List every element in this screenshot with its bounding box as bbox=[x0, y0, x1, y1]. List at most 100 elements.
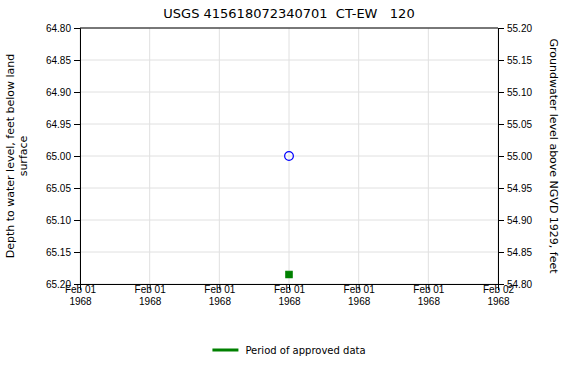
y2-tick-label: 54.95 bbox=[507, 183, 532, 194]
tick-mark bbox=[74, 284, 80, 285]
chart: Feb 011968Feb 011968Feb 011968Feb 011968… bbox=[0, 0, 576, 384]
y2-tick: 55.10 bbox=[498, 87, 532, 98]
y2-tick-label: 55.10 bbox=[507, 87, 532, 98]
y2-tick-label: 54.90 bbox=[507, 215, 532, 226]
tick-mark bbox=[74, 252, 80, 253]
tick-mark bbox=[74, 92, 80, 93]
y2-tick-label: 54.80 bbox=[507, 279, 532, 290]
tick-mark bbox=[498, 28, 504, 29]
legend: Period of approved data bbox=[212, 345, 365, 356]
y2-tick: 54.90 bbox=[498, 215, 532, 226]
tick-mark bbox=[498, 124, 504, 125]
y2-tick-label: 54.85 bbox=[507, 247, 532, 258]
legend-swatch bbox=[212, 349, 238, 352]
y-tick-label: 65.05 bbox=[46, 183, 71, 194]
tick-mark bbox=[74, 28, 80, 29]
y-tick-label: 64.90 bbox=[46, 87, 71, 98]
y2-tick-label: 55.00 bbox=[507, 151, 532, 162]
x-tick-label: Feb 011968 bbox=[413, 284, 445, 307]
tick-mark bbox=[498, 188, 504, 189]
tick-mark bbox=[498, 92, 504, 93]
x-tick: Feb 011968 bbox=[413, 284, 445, 307]
y2-tick: 55.15 bbox=[498, 55, 532, 66]
label-line: surface bbox=[17, 135, 30, 176]
y2-tick-label: 55.20 bbox=[507, 23, 532, 34]
y2-tick-label: 55.15 bbox=[507, 55, 532, 66]
tick-label-line: 1968 bbox=[139, 296, 162, 307]
y-tick-label: 64.80 bbox=[46, 23, 71, 34]
y2-tick: 54.85 bbox=[498, 247, 532, 258]
axis-line bbox=[499, 29, 505, 285]
y-tick: 65.20 bbox=[46, 279, 80, 290]
tick-label-line: Feb 01 bbox=[204, 284, 236, 295]
tick-mark bbox=[74, 124, 80, 125]
y-tick-label: 65.10 bbox=[46, 215, 71, 226]
grid-line bbox=[358, 28, 359, 284]
tick-label-line: 1968 bbox=[278, 296, 301, 307]
y-tick-label: 64.95 bbox=[46, 119, 71, 130]
tick-mark bbox=[498, 220, 504, 221]
x-tick-label: Feb 011968 bbox=[344, 284, 376, 307]
grid bbox=[80, 28, 498, 284]
x-tick: Feb 011968 bbox=[274, 284, 306, 307]
grid-line bbox=[289, 28, 290, 284]
point bbox=[285, 152, 294, 161]
label-line: Depth to water level, feet below land bbox=[4, 54, 17, 259]
x-tick-label: Feb 011968 bbox=[204, 284, 236, 307]
x-tick: Feb 011968 bbox=[135, 284, 167, 307]
legend-label: Period of approved data bbox=[245, 345, 365, 356]
tick-mark bbox=[498, 252, 504, 253]
legend-item: Period of approved data bbox=[212, 345, 365, 356]
tick-mark bbox=[74, 156, 80, 157]
grid-line bbox=[219, 28, 220, 284]
y-tick: 65.00 bbox=[46, 151, 80, 162]
tick-label-line: Feb 01 bbox=[135, 284, 167, 295]
tick-mark bbox=[74, 220, 80, 221]
tick-label-line: 1968 bbox=[418, 296, 441, 307]
tick-mark bbox=[498, 156, 504, 157]
tick-mark bbox=[74, 60, 80, 61]
grid-line bbox=[149, 28, 150, 284]
marks bbox=[285, 152, 294, 278]
tick-label-line: Feb 01 bbox=[413, 284, 445, 295]
y-tick-label: 65.00 bbox=[46, 151, 71, 162]
x-tick: Feb 011968 bbox=[344, 284, 376, 307]
y2-tick: 55.05 bbox=[498, 119, 532, 130]
y-tick: 65.05 bbox=[46, 183, 80, 194]
y-axis: 64.80 64.85 64.90 64.95 65.00 65.05 65.10 65.15… bbox=[46, 23, 81, 290]
y-tick-label: 65.15 bbox=[46, 247, 71, 258]
series bbox=[285, 152, 294, 161]
tick-mark bbox=[498, 60, 504, 61]
y2-tick: 55.00 bbox=[498, 151, 532, 162]
tick-label-line: Feb 01 bbox=[344, 284, 376, 295]
y2-tick-label: 55.05 bbox=[507, 119, 532, 130]
y2-axis: 55.20 55.15 55.10 55.05 55.00 54.95 54.90 54.85… bbox=[498, 23, 532, 290]
tick-label-line: Feb 01 bbox=[274, 284, 306, 295]
grid-line bbox=[80, 28, 498, 29]
y-tick: 65.15 bbox=[46, 247, 80, 258]
x-tick-label: Feb 011968 bbox=[135, 284, 167, 307]
tick-label-line: 1968 bbox=[487, 296, 510, 307]
y-tick: 64.85 bbox=[46, 55, 80, 66]
y-tick: 65.10 bbox=[46, 215, 80, 226]
tick-mark bbox=[498, 284, 504, 285]
tick-mark bbox=[74, 188, 80, 189]
grid-line bbox=[428, 28, 429, 284]
y2-axis-label: Groundwater level above NGVD 1929, feet bbox=[547, 38, 560, 274]
y2-tick: 54.95 bbox=[498, 183, 532, 194]
x-tick: Feb 011968 bbox=[204, 284, 236, 307]
frame bbox=[80, 28, 498, 29]
tick-label-line: 1968 bbox=[348, 296, 371, 307]
axis-line bbox=[74, 29, 81, 285]
y-tick-label: 65.20 bbox=[46, 279, 71, 290]
y-tick: 64.95 bbox=[46, 119, 80, 130]
point bbox=[286, 271, 292, 277]
title: USGS 415618072340701 CT-EW 120 bbox=[163, 6, 414, 21]
x-axis: Feb 011968Feb 011968Feb 011968Feb 011968… bbox=[65, 284, 515, 307]
y-tick: 64.90 bbox=[46, 87, 80, 98]
plot: Feb 011968Feb 011968Feb 011968Feb 011968… bbox=[4, 23, 560, 307]
y-tick: 64.80 bbox=[46, 23, 80, 34]
series bbox=[286, 271, 292, 277]
y2-tick: 54.80 bbox=[498, 279, 532, 290]
x-tick-label: Feb 011968 bbox=[274, 284, 306, 307]
